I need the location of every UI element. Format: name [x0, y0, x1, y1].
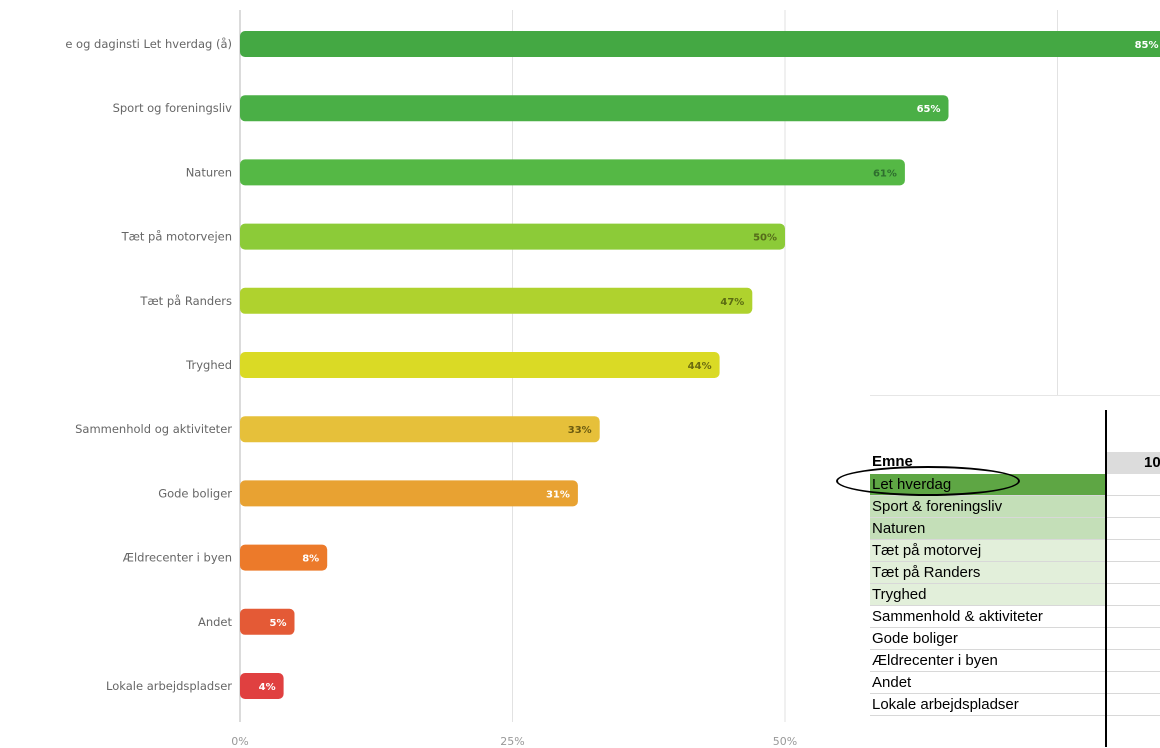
table-cell-topic: Sammenhold & aktiviteter	[870, 606, 1106, 627]
data-label: 4%	[259, 682, 276, 693]
bar	[240, 159, 905, 186]
table-row: Tæt på motorvej	[870, 540, 1160, 562]
table-cell-topic: Tryghed	[870, 584, 1106, 605]
table-cell-topic: Andet	[870, 672, 1106, 693]
data-label: 31%	[546, 489, 570, 500]
data-label: 8%	[302, 554, 319, 565]
table-row: Ældrecenter i byen	[870, 650, 1160, 672]
bar	[240, 608, 295, 635]
bar	[240, 287, 753, 314]
table-cell-topic: Let hverdag	[870, 474, 1106, 495]
category-label: Tæt på motorvejen	[121, 230, 232, 244]
category-label: e og daginsti Let hverdag (å)	[65, 37, 232, 51]
category-label: Andet	[198, 615, 233, 629]
bar	[240, 31, 1160, 57]
x-tick-label: 50%	[773, 735, 797, 747]
table-divider-line	[1105, 410, 1107, 747]
category-label: Gode boliger	[158, 486, 232, 500]
data-label: 33%	[568, 425, 592, 436]
table-blank-area	[870, 396, 1160, 451]
category-label: Sport og foreningsliv	[113, 101, 233, 115]
table-row: Lokale arbejdspladser	[870, 694, 1160, 716]
category-label: Lokale arbejdspladser	[106, 679, 232, 693]
table-header-value: 10	[1106, 452, 1160, 474]
category-label: Tæt på Randers	[139, 294, 232, 308]
table-row: Andet	[870, 672, 1160, 694]
table-rows: Let hverdag Sport & foreningsliv Naturen Tæ…	[870, 474, 1160, 716]
data-table: Emne 10 Let hverdag Sport & foreningsliv N…	[870, 395, 1160, 748]
bar	[240, 223, 785, 250]
table-cell-topic: Lokale arbejdspladser	[870, 694, 1106, 715]
bar	[240, 673, 284, 699]
category-label: Naturen	[186, 165, 232, 179]
category-label: Tryghed	[185, 358, 232, 372]
data-label: 61%	[873, 168, 897, 179]
bar	[240, 95, 949, 122]
data-label: 50%	[753, 233, 777, 244]
data-label: 65%	[917, 104, 941, 115]
table-header-row: Emne 10	[870, 452, 1160, 474]
table-row: Tryghed	[870, 584, 1160, 606]
bar	[240, 416, 600, 443]
table-row: Gode boliger	[870, 628, 1160, 650]
data-label: 47%	[720, 297, 744, 308]
category-label: Ældrecenter i byen	[123, 551, 232, 565]
table-row: Tæt på Randers	[870, 562, 1160, 584]
table-row: Sammenhold & aktiviteter	[870, 606, 1160, 628]
table-cell-topic: Sport & foreningsliv	[870, 496, 1106, 517]
table-cell-topic: Tæt på Randers	[870, 562, 1106, 583]
table-header-emne: Emne	[872, 453, 913, 470]
category-label: Sammenhold og aktiviteter	[75, 422, 232, 436]
table-cell-topic: Ældrecenter i byen	[870, 650, 1106, 671]
table-row: Naturen	[870, 518, 1160, 540]
bar	[240, 352, 720, 378]
x-tick-label: 0%	[231, 735, 248, 747]
data-label: 85%	[1135, 40, 1159, 51]
x-tick-label: 25%	[500, 735, 524, 747]
table-row: Sport & foreningsliv	[870, 496, 1160, 518]
bar	[240, 544, 328, 571]
data-label: 5%	[270, 618, 287, 629]
table-row: Let hverdag	[870, 474, 1160, 496]
data-label: 44%	[688, 361, 712, 372]
table-cell-topic: Naturen	[870, 518, 1106, 539]
table-cell-topic: Gode boliger	[870, 628, 1106, 649]
bar	[240, 480, 578, 507]
table-cell-topic: Tæt på motorvej	[870, 540, 1106, 561]
